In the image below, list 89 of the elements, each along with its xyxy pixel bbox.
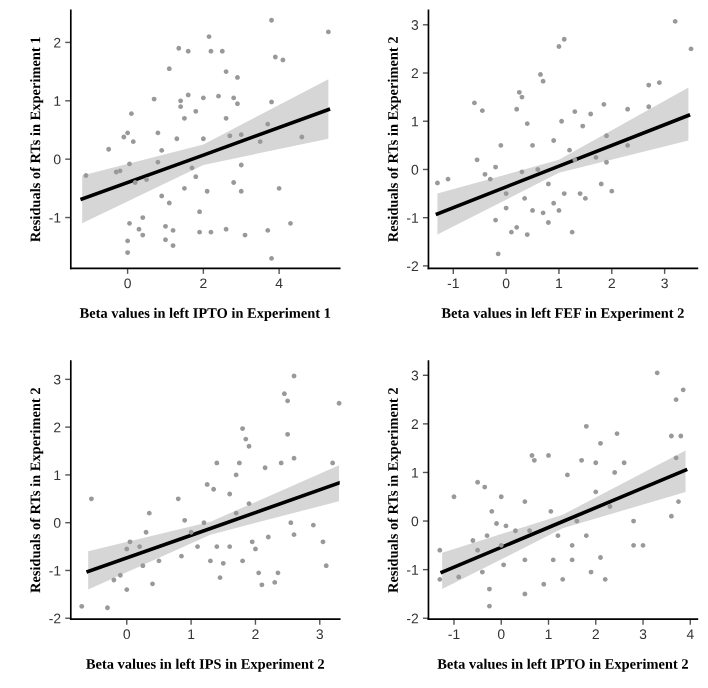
point: [514, 106, 520, 112]
point: [146, 510, 152, 516]
point: [495, 251, 501, 257]
point: [656, 80, 662, 86]
point: [580, 123, 586, 129]
point: [482, 484, 488, 490]
point: [479, 108, 485, 114]
point: [646, 104, 652, 110]
point: [288, 520, 294, 526]
point: [498, 542, 504, 548]
point: [602, 576, 608, 582]
point: [323, 563, 329, 569]
point: [572, 157, 578, 163]
point: [498, 494, 504, 500]
point: [524, 121, 530, 127]
point: [88, 496, 94, 502]
point: [475, 547, 481, 553]
point: [559, 118, 565, 124]
point: [175, 496, 181, 502]
point: [498, 142, 504, 148]
point: [285, 398, 291, 404]
point: [475, 479, 481, 485]
point: [79, 603, 85, 609]
point: [143, 529, 149, 535]
point: [479, 569, 485, 575]
point: [285, 431, 291, 437]
point: [514, 224, 520, 230]
point: [569, 542, 575, 548]
point: [583, 533, 589, 539]
point: [243, 436, 249, 442]
point: [227, 491, 233, 497]
point: [484, 533, 490, 539]
point: [320, 539, 326, 545]
point: [541, 581, 547, 587]
point: [487, 176, 493, 182]
point: [516, 89, 522, 95]
point: [259, 582, 265, 588]
point: [522, 195, 528, 201]
point: [256, 570, 262, 576]
point: [540, 78, 546, 84]
point: [310, 522, 316, 528]
point: [265, 534, 271, 540]
point: [583, 423, 589, 429]
point: [501, 562, 507, 568]
point: [625, 142, 631, 148]
point: [262, 465, 268, 471]
point: [437, 576, 443, 582]
point: [598, 181, 604, 187]
point: [220, 560, 226, 566]
point: [437, 547, 443, 553]
point: [451, 494, 457, 500]
point: [124, 546, 130, 552]
point: [182, 517, 188, 523]
point: [117, 572, 123, 578]
point: [249, 539, 255, 545]
point: [548, 508, 554, 514]
point: [211, 486, 217, 492]
point: [640, 542, 646, 548]
point: [668, 513, 674, 519]
point: [551, 200, 557, 206]
point: [680, 387, 686, 393]
point: [625, 106, 631, 112]
point: [127, 539, 133, 545]
point: [654, 370, 660, 376]
point: [281, 391, 287, 397]
point: [456, 574, 462, 580]
point: [593, 460, 599, 466]
point: [236, 460, 242, 466]
point: [646, 82, 652, 88]
point: [582, 195, 588, 201]
point: [621, 460, 627, 466]
point: [531, 457, 537, 463]
point: [527, 528, 533, 534]
point: [550, 557, 556, 563]
point: [188, 529, 194, 535]
point: [246, 443, 252, 449]
point: [140, 563, 146, 569]
point: [561, 36, 567, 42]
point: [609, 188, 615, 194]
point: [545, 181, 551, 187]
point: [336, 400, 342, 406]
point: [522, 499, 528, 505]
point: [560, 576, 566, 582]
point: [489, 508, 495, 514]
point: [482, 171, 488, 177]
point: [593, 489, 599, 495]
point: [601, 101, 607, 107]
point: [201, 520, 207, 526]
point: [474, 157, 480, 163]
